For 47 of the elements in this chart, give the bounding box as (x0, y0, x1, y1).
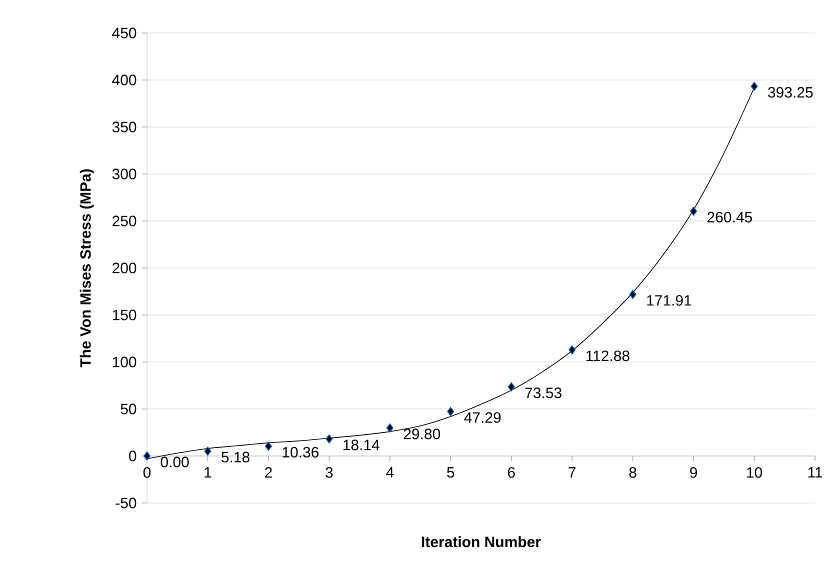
y-axis-title: The Von Mises Stress (MPa) (80, 169, 94, 368)
y-tick-label: 250 (112, 216, 136, 226)
data-label: 5.18 (222, 452, 250, 462)
x-tick-label: 4 (386, 467, 394, 478)
y-tick-label: 200 (112, 262, 136, 274)
point (568, 345, 576, 354)
y-tick-label: 400 (112, 74, 136, 86)
data-label: 73.53 (525, 388, 562, 398)
y-tick-label: 450 (112, 28, 136, 38)
x-tick-label: 1 (204, 467, 212, 478)
point (204, 446, 212, 456)
x-tick-label: 6 (508, 467, 515, 478)
data-label: 393.25 (768, 87, 813, 98)
y-tick-label: 100 (112, 356, 136, 368)
y-tick-label: 0 (129, 450, 136, 462)
data-label: 260.45 (708, 212, 752, 222)
point (386, 423, 394, 432)
y-tick-label: 350 (112, 122, 136, 132)
y-tick-label: 150 (112, 310, 136, 320)
data-label: 47.29 (464, 412, 501, 423)
x-tick-label: 5 (447, 467, 454, 478)
data-label: 171.91 (647, 295, 692, 306)
point (508, 382, 515, 392)
x-tick-label: 0 (143, 467, 151, 478)
y-tick-label: 300 (112, 168, 136, 180)
point (264, 442, 272, 451)
x-tick-label: 11 (808, 467, 822, 478)
data-label: 18.14 (344, 440, 380, 450)
x-tick-label: 3 (326, 467, 333, 478)
data-label: 10.36 (282, 446, 319, 458)
point (326, 434, 333, 444)
point (144, 451, 151, 460)
data-label: 0.00 (160, 456, 189, 468)
point (629, 290, 636, 299)
data-label: 112.88 (586, 350, 630, 362)
x-axis-title: Iteration Number (422, 536, 541, 548)
x-tick-label: 9 (690, 467, 697, 478)
x-tick-label: 8 (629, 467, 636, 478)
x-tick-label: 2 (265, 467, 272, 478)
point (690, 206, 698, 216)
x-tick-label: 7 (568, 467, 576, 478)
data-label: 29.80 (404, 428, 440, 440)
x-tick-label: 10 (747, 467, 762, 478)
point (447, 407, 454, 416)
y-tick-label: 50 (120, 404, 136, 414)
y-tick-label: -50 (116, 498, 136, 508)
point (750, 82, 758, 91)
